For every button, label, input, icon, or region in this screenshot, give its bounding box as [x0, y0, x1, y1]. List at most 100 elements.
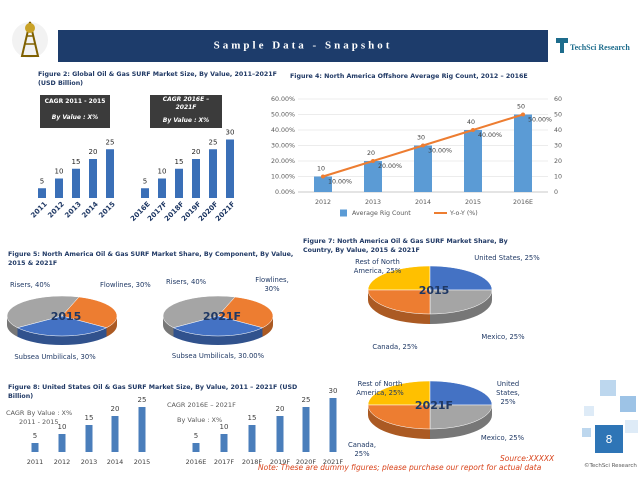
x-tick-label: 2020F	[296, 458, 317, 466]
pie-slice	[217, 296, 274, 329]
value-label: 20	[89, 148, 98, 156]
pie-side	[162, 316, 174, 337]
bar	[302, 407, 310, 452]
x-tick-label: 2015	[465, 199, 481, 206]
value-label: 50.00%	[528, 117, 552, 124]
x-tick-label: 2011	[29, 200, 49, 220]
value-label: 15	[175, 158, 184, 166]
pie-side	[430, 290, 492, 324]
value-label: 25	[302, 396, 311, 404]
pie-slice	[16, 315, 108, 337]
logo-text: TechSci Research	[570, 43, 630, 52]
bar	[276, 416, 284, 452]
y-tick-label: 30.00%	[271, 143, 295, 150]
page-number: 8	[606, 433, 613, 446]
pie-side	[106, 316, 117, 337]
x-tick-label: 2014	[80, 200, 100, 220]
pie-side	[368, 290, 430, 324]
pie-slice	[429, 289, 493, 315]
x-tick-label: 2013	[365, 199, 381, 206]
x-tick-label: 2013	[81, 458, 98, 466]
chart-title: Figure 5: North America Oil & Gas SURF M…	[8, 251, 294, 267]
value-label: 25	[209, 138, 218, 146]
value-label: 5	[143, 177, 147, 185]
y2-tick-label: 10	[554, 174, 562, 181]
bar	[220, 434, 228, 452]
pie-side	[17, 327, 107, 345]
footer-source: Source:XXXXX	[500, 454, 555, 463]
x-tick-label: 2012	[46, 200, 66, 220]
value-label: 30	[329, 387, 338, 395]
line-marker	[521, 112, 525, 117]
chart-title: Figure 8: United States Oil & Gas SURF M…	[8, 384, 298, 400]
annotation: By Value : X%	[162, 117, 210, 124]
x-tick-label: 2021F	[323, 458, 344, 466]
annotation-box	[150, 95, 222, 128]
bar	[38, 188, 46, 198]
y-tick-label: 0.00%	[275, 189, 295, 196]
y2-tick-label: 50	[554, 112, 562, 119]
value-label: 20	[367, 150, 375, 157]
value-label: 20	[276, 405, 285, 413]
bar	[141, 188, 149, 198]
x-tick-label: 2011	[27, 458, 44, 466]
value-label: 5	[194, 432, 198, 440]
header-title: Sample Data - Snapshot	[214, 40, 393, 52]
x-tick-label: 2015	[134, 458, 151, 466]
value-label: 30	[417, 135, 425, 142]
value-label: 40	[467, 119, 475, 126]
annotation: By Value : X%	[27, 409, 73, 417]
pie-slice	[6, 295, 80, 329]
header-icon	[12, 21, 48, 58]
value-label: 5	[40, 177, 44, 185]
slice-label: Mexico, 25%	[481, 333, 525, 341]
bar	[464, 130, 482, 192]
bar	[192, 159, 200, 198]
header-bar	[58, 30, 548, 62]
annotation: CAGR 2016E – 2021F	[162, 96, 210, 112]
x-tick-label: 2014	[415, 199, 431, 206]
line-marker	[371, 159, 375, 163]
slice-label: Canada, 25%	[372, 343, 418, 351]
chart-title: Figure 4: North America Offshore Average…	[290, 73, 528, 80]
x-tick-label: 2015	[97, 200, 117, 220]
slice-label: Flowlines, 30%	[255, 276, 289, 294]
bar	[138, 407, 146, 452]
slice-label: Canada, 25%	[347, 441, 377, 459]
annotation: 2011 - 2015	[19, 418, 59, 426]
x-tick-label: 2018F	[242, 458, 263, 466]
value-label: 30	[226, 129, 235, 137]
pie-slice	[367, 265, 431, 291]
slice-label: Subsea Umbilicals, 30.00%	[171, 352, 265, 360]
pie-side	[173, 327, 263, 345]
bar	[314, 176, 332, 192]
pie-slice	[61, 296, 118, 329]
x-tick-label: 2012	[54, 458, 71, 466]
value-label: 10.00%	[328, 179, 352, 186]
value-label: 50	[517, 104, 525, 111]
legend-swatch	[340, 209, 347, 217]
bar	[158, 178, 166, 198]
y2-tick-label: 20	[554, 158, 562, 165]
value-label: 20.00%	[378, 163, 402, 170]
y-tick-label: 50.00%	[271, 112, 295, 119]
bar	[414, 145, 432, 192]
chart-title: Figure 2: Global Oil & Gas SURF Market S…	[38, 71, 277, 87]
bar	[111, 416, 119, 452]
pie-slice	[367, 289, 431, 315]
pie-slice	[429, 380, 493, 406]
y-tick-label: 60.00%	[271, 96, 295, 103]
pie-slice	[367, 404, 431, 430]
pie-name: 2015	[51, 310, 82, 323]
bar	[364, 161, 382, 192]
logo-mark	[556, 38, 568, 53]
legend-label: Average Rig Count	[352, 210, 411, 217]
bar	[175, 168, 183, 198]
value-label: 30.00%	[428, 148, 452, 155]
y2-tick-label: 0	[554, 189, 558, 196]
bar	[85, 425, 93, 452]
value-label: 25	[138, 396, 147, 404]
bar	[226, 139, 234, 198]
x-tick-label: 2016E	[186, 458, 207, 466]
